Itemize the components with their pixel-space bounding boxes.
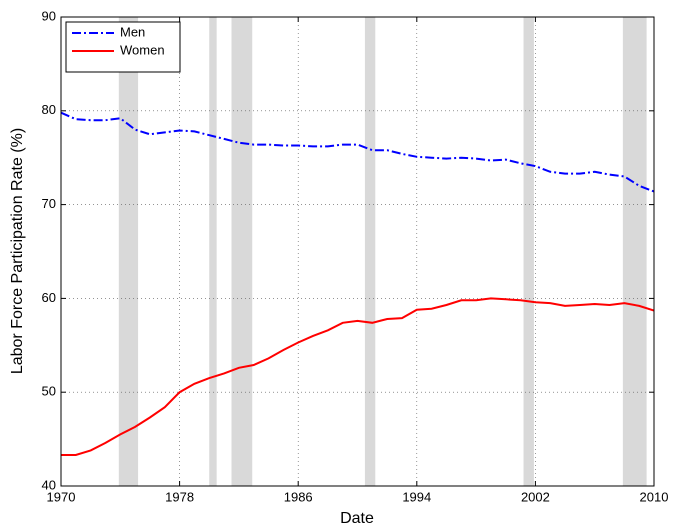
x-tick-label: 1994	[402, 489, 431, 504]
y-tick-label: 70	[42, 196, 56, 211]
plot-frame	[60, 16, 655, 487]
recession-band	[209, 17, 217, 486]
x-tick-label: 2010	[640, 489, 669, 504]
series-line	[60, 111, 655, 193]
series-line	[61, 297, 655, 456]
recession-band	[231, 17, 253, 486]
recession-band	[622, 17, 647, 486]
x-tick-label: 1970	[47, 489, 76, 504]
legend: Men Women	[65, 21, 181, 73]
x-tick-label: 1978	[165, 489, 194, 504]
y-tick-label: 90	[42, 8, 56, 23]
x-tick-label: 2002	[521, 489, 550, 504]
plot-background	[61, 17, 654, 486]
recession-band	[364, 17, 376, 486]
legend-box	[65, 21, 181, 73]
recession-band	[118, 17, 139, 486]
recession-band	[523, 17, 534, 486]
x-tick-label: 1986	[284, 489, 313, 504]
x-axis-label: Date	[340, 510, 374, 527]
y-tick-label: 80	[42, 102, 56, 117]
legend-label: Women	[120, 42, 165, 57]
y-axis-label: Labor Force Participation Rate (%)	[9, 128, 26, 374]
y-tick-label: 60	[42, 290, 56, 305]
y-tick-label: 40	[42, 477, 56, 492]
legend-label: Men	[120, 24, 145, 39]
y-tick-label: 50	[42, 384, 56, 399]
